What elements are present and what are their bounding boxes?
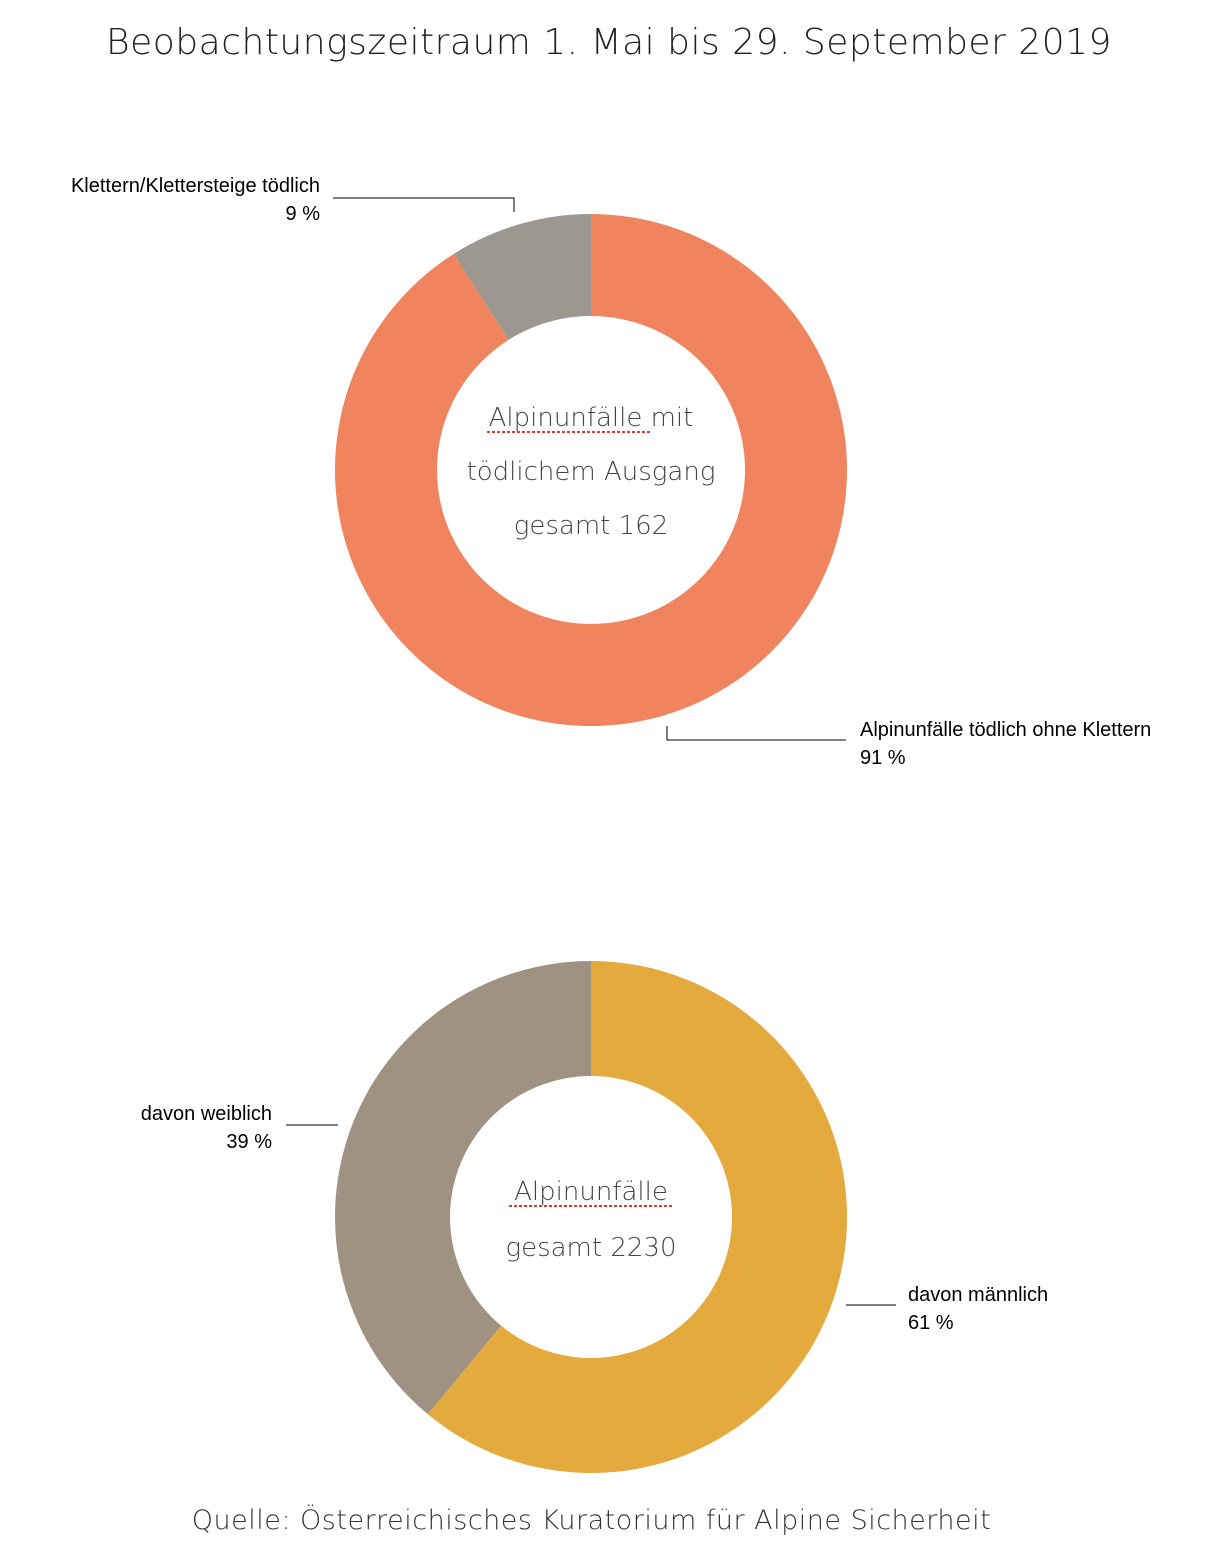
value-maennlich: 61 % bbox=[908, 1312, 954, 1334]
center-text-line-1: Alpinunfälle mit bbox=[489, 403, 694, 433]
donut-hole bbox=[437, 316, 745, 624]
center-text-line-2: gesamt 2230 bbox=[505, 1233, 676, 1263]
donut-chart-gender: Alpinunfälle gesamt 2230 davon weiblich … bbox=[141, 961, 1048, 1473]
label-maennlich: davon männlich bbox=[908, 1284, 1048, 1306]
label-alpin: Alpinunfälle tödlich ohne Klettern bbox=[860, 719, 1151, 741]
value-weiblich: 39 % bbox=[226, 1131, 272, 1153]
center-text-line-2: tödlichem Ausgang bbox=[467, 457, 716, 487]
label-klettern: Klettern/Klettersteige tödlich bbox=[71, 175, 320, 197]
leader-line-klettern bbox=[333, 197, 515, 212]
page-title: Beobachtungszeitraum 1. Mai bis 29. Sept… bbox=[106, 22, 1112, 63]
center-text-line-1: Alpinunfälle bbox=[514, 1177, 668, 1207]
leader-line-alpin bbox=[666, 726, 846, 741]
value-alpin: 91 % bbox=[860, 747, 906, 769]
label-weiblich: davon weiblich bbox=[141, 1103, 272, 1125]
center-text-line-3: gesamt 162 bbox=[514, 511, 669, 541]
source-note: Quelle: Österreichisches Kuratorium für … bbox=[191, 1505, 992, 1536]
donut-hole bbox=[450, 1076, 732, 1358]
donut-chart-fatal: Alpinunfälle mit tödlichem Ausgang gesam… bbox=[71, 175, 1151, 769]
value-klettern: 9 % bbox=[286, 203, 321, 225]
